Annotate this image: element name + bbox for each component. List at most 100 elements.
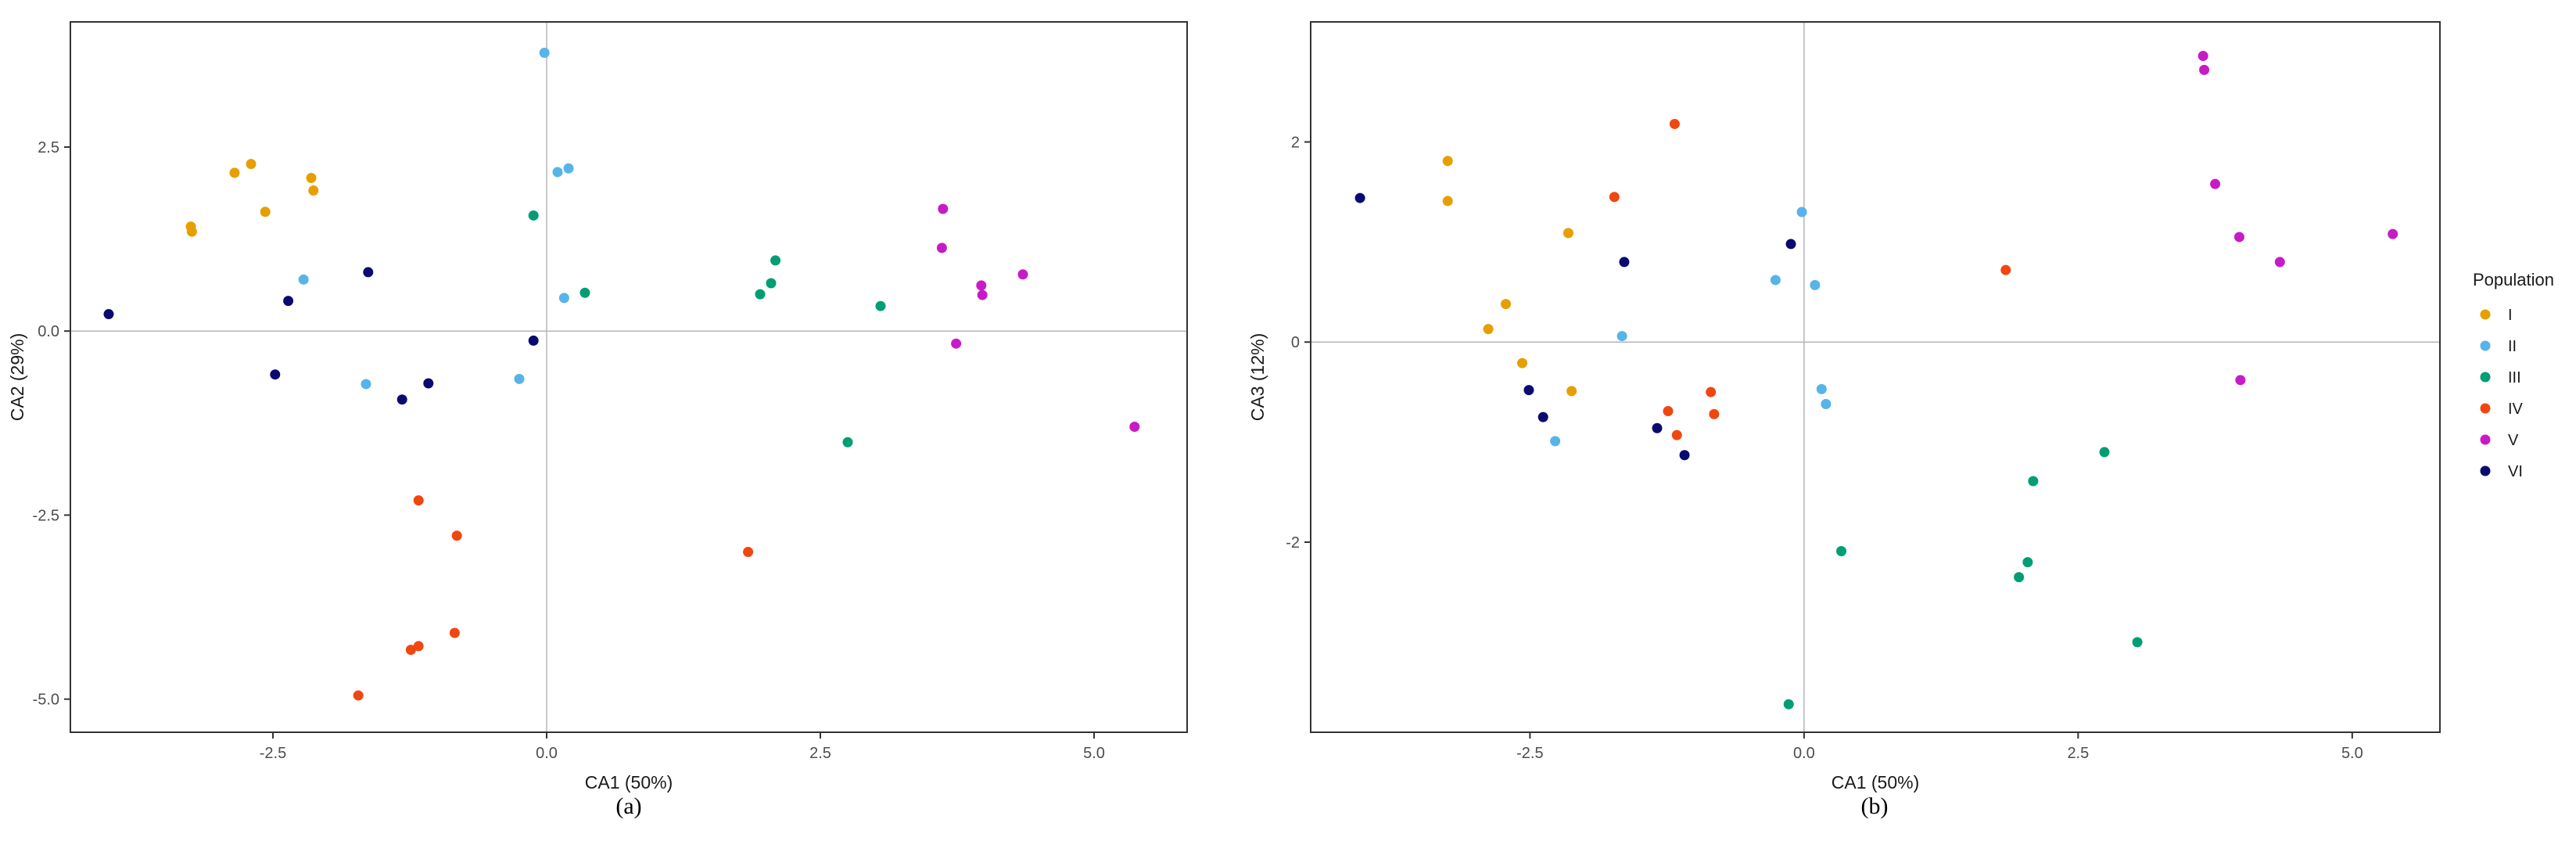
data-point-i — [229, 167, 240, 178]
data-point-i — [308, 185, 319, 196]
data-point-i — [306, 172, 317, 183]
panel-label: (a) — [615, 793, 641, 819]
data-point-ii — [1821, 399, 1832, 410]
legend-label-i: I — [2508, 307, 2513, 324]
legend-key-vi — [2480, 465, 2491, 476]
data-point-i — [246, 159, 257, 170]
data-point-iv — [1609, 192, 1620, 203]
data-point-iii — [755, 289, 766, 300]
data-point-iii — [2022, 557, 2033, 568]
data-point-iii — [579, 287, 590, 298]
data-point-i — [1501, 299, 1512, 310]
data-point-iv — [449, 627, 460, 638]
data-point-vi — [1354, 192, 1365, 203]
legend-label-iv: IV — [2508, 401, 2524, 418]
data-point-ii — [361, 379, 371, 390]
data-point-v — [2235, 375, 2246, 386]
data-point-ii — [298, 274, 309, 285]
legend-label-ii: II — [2508, 338, 2517, 355]
data-point-i — [1442, 156, 1453, 167]
data-point-iv — [451, 530, 462, 541]
data-point-ii — [563, 163, 574, 174]
data-point-iii — [770, 255, 781, 266]
x-tick-label: 0.0 — [536, 745, 558, 762]
legend-key-iv — [2480, 403, 2491, 414]
data-point-ii — [1550, 436, 1561, 447]
y-tick-label: -2 — [1286, 534, 1300, 552]
legend-key-i — [2480, 309, 2491, 320]
data-point-ii — [1770, 275, 1781, 286]
legend-label-v: V — [2508, 432, 2519, 449]
y-tick-label: 2 — [1291, 134, 1300, 151]
data-point-v — [936, 243, 947, 253]
data-point-iv — [1706, 386, 1717, 397]
data-point-vi — [103, 309, 114, 320]
data-point-v — [938, 203, 949, 214]
data-point-i — [186, 226, 197, 237]
y-tick-label: 2.5 — [38, 139, 59, 156]
data-point-iii — [2132, 637, 2143, 648]
data-point-iv — [1663, 405, 1674, 416]
data-point-vi — [1652, 422, 1663, 433]
data-point-iii — [528, 210, 539, 221]
data-point-iii — [875, 300, 886, 311]
legend-key-ii — [2480, 340, 2491, 351]
data-point-i — [1562, 228, 1573, 239]
x-tick-label: 0.0 — [1793, 745, 1815, 762]
data-point-iii — [2014, 572, 2025, 583]
data-point-iii — [1783, 699, 1794, 710]
data-point-v — [977, 289, 988, 300]
data-point-vi — [423, 378, 434, 389]
data-point-iii — [1836, 546, 1847, 557]
x-tick-label: 2.5 — [2067, 745, 2089, 762]
legend-key-iii — [2480, 372, 2491, 383]
y-tick-label: -5.0 — [33, 692, 59, 709]
panel-border — [70, 21, 1188, 733]
y-tick-label: -2.5 — [33, 507, 59, 524]
data-point-iv — [405, 645, 416, 656]
data-point-ii — [514, 373, 525, 384]
data-point-vi — [1679, 450, 1690, 461]
data-point-v — [976, 280, 987, 291]
data-point-ii — [1816, 383, 1827, 394]
panel-border — [1310, 21, 2441, 733]
data-point-vi — [363, 267, 374, 278]
y-axis-title: CA2 (29%) — [7, 333, 27, 421]
data-point-i — [1517, 358, 1528, 368]
data-point-ii — [552, 167, 563, 178]
legend-key-v — [2480, 434, 2491, 445]
data-point-v — [1017, 269, 1028, 280]
data-point-ii — [539, 48, 550, 59]
data-point-vi — [1785, 239, 1796, 250]
data-point-vi — [1619, 257, 1630, 268]
data-point-iv — [353, 690, 364, 701]
data-point-iv — [413, 495, 424, 506]
data-point-i — [1566, 386, 1577, 397]
data-point-i — [260, 207, 271, 217]
data-point-iii — [2028, 476, 2039, 487]
data-point-iii — [842, 437, 853, 447]
data-point-iv — [2000, 264, 2011, 275]
panel-label: (b) — [1861, 793, 1889, 819]
data-point-iv — [1671, 429, 1682, 440]
data-point-v — [2210, 178, 2221, 189]
data-point-iii — [766, 278, 777, 289]
y-tick-label: 0 — [1291, 334, 1300, 351]
data-point-i — [1442, 196, 1453, 207]
data-point-ii — [558, 293, 569, 304]
data-point-ii — [1796, 207, 1807, 217]
data-point-vi — [1523, 385, 1534, 396]
data-point-iv — [743, 546, 754, 557]
x-tick-label: 5.0 — [1083, 745, 1105, 762]
data-point-vi — [283, 296, 294, 307]
data-point-v — [2274, 257, 2285, 268]
y-axis-title: CA3 (12%) — [1247, 333, 1268, 421]
data-point-vi — [270, 369, 281, 380]
data-point-vi — [396, 394, 407, 405]
x-tick-label: 2.5 — [809, 745, 831, 762]
x-tick-label: -2.5 — [1516, 745, 1543, 762]
data-point-ii — [1810, 279, 1821, 290]
x-tick-label: 5.0 — [2341, 745, 2363, 762]
